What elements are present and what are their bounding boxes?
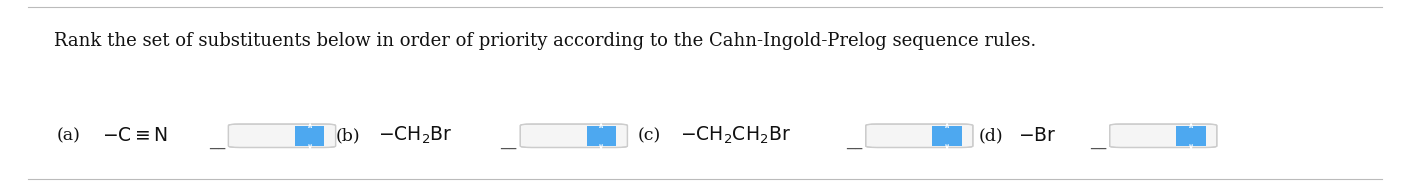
FancyBboxPatch shape	[866, 124, 973, 147]
Text: ∧: ∧	[1187, 121, 1194, 130]
Bar	[587, 126, 616, 146]
Text: (b): (b)	[336, 127, 360, 144]
Text: Rank the set of substituents below in order of priority according to the Cahn-In: Rank the set of substituents below in or…	[54, 32, 1036, 50]
Text: __: __	[1090, 134, 1107, 149]
Text: ∨: ∨	[1187, 142, 1194, 150]
Bar	[295, 126, 324, 146]
Text: ∧: ∧	[943, 121, 950, 130]
FancyBboxPatch shape	[1110, 124, 1217, 147]
Text: ∧: ∧	[598, 121, 605, 130]
Text: ∧: ∧	[306, 121, 313, 130]
FancyBboxPatch shape	[228, 124, 336, 147]
Text: __: __	[209, 134, 226, 149]
Text: $-\mathrm{Br}$: $-\mathrm{Br}$	[1018, 126, 1056, 145]
Text: (c): (c)	[637, 127, 660, 144]
Text: ∨: ∨	[943, 142, 950, 150]
Text: ∨: ∨	[306, 142, 313, 150]
Text: (d): (d)	[979, 127, 1003, 144]
Text: $-\mathrm{CH_2Br}$: $-\mathrm{CH_2Br}$	[378, 125, 453, 146]
Text: __: __	[501, 134, 517, 149]
Bar	[1176, 126, 1206, 146]
Text: $-\mathrm{C{\equiv}N}$: $-\mathrm{C{\equiv}N}$	[102, 126, 168, 145]
Bar	[932, 126, 962, 146]
Text: __: __	[846, 134, 863, 149]
FancyBboxPatch shape	[520, 124, 627, 147]
Text: $-\mathrm{CH_2CH_2Br}$: $-\mathrm{CH_2CH_2Br}$	[680, 125, 791, 146]
Text: (a): (a)	[56, 127, 80, 144]
Text: ∨: ∨	[598, 142, 605, 150]
